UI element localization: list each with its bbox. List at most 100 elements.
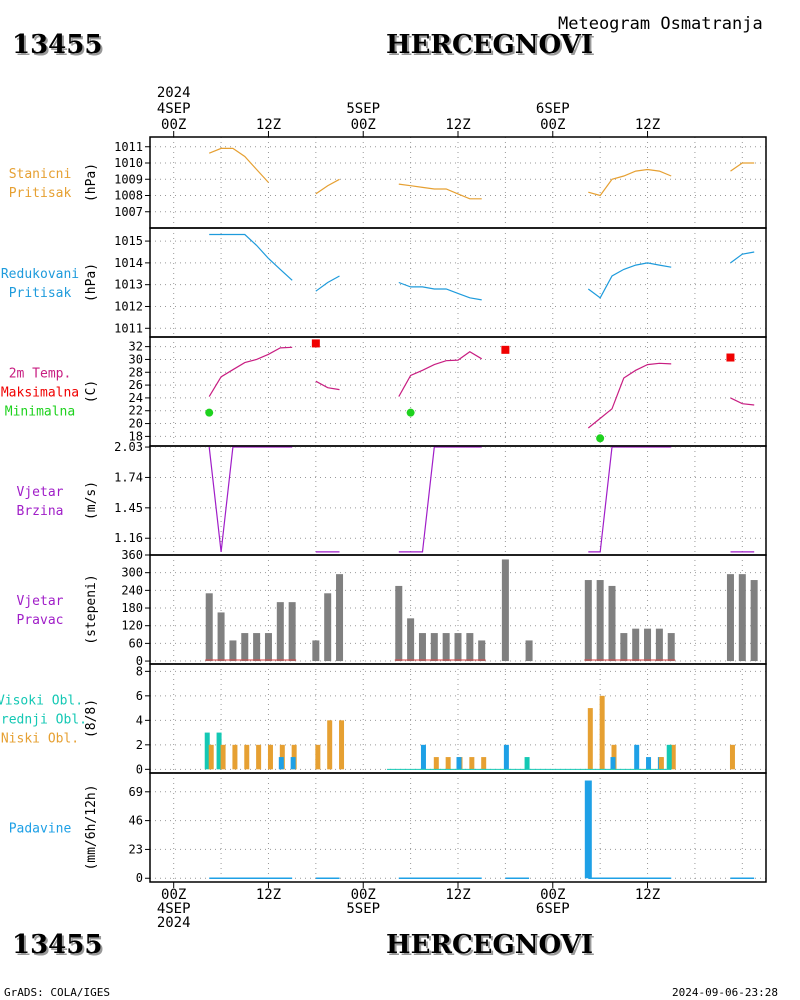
y-tick-label: 1.45 [114, 501, 143, 515]
bar [229, 640, 237, 662]
bar [276, 602, 284, 662]
panel-frame [149, 772, 767, 883]
bar [478, 640, 486, 662]
station-name-bottom: HERCEGNOVI [386, 930, 593, 960]
cloud-bar-mid [278, 757, 284, 770]
series-line [730, 251, 755, 264]
time-hour-label: 12Z [256, 117, 281, 133]
station-id-top: 13455 [12, 30, 103, 60]
y-tick-label: 60 [129, 636, 143, 650]
panel-reduced: 1011 1012 1013 1014 1015 (hPa) Redukovani Priti… [1, 227, 767, 338]
y-tick-label: 24 [129, 391, 143, 405]
panel-frame [149, 445, 767, 556]
bar [253, 633, 261, 662]
y-tick-label: 1015 [114, 234, 143, 248]
panel-clouds: 0 2 4 6 8 (8/8)Visoki Obl. Srednji Obl. Niski O… [0, 663, 767, 776]
y-tick-label: 18 [129, 429, 143, 443]
time-hour-label: 00Z [540, 117, 565, 133]
max-marker [311, 339, 320, 348]
panel-label: Redukovani [1, 267, 79, 282]
cloud-bar-low [232, 744, 238, 770]
unit-label: (stepeni) [84, 574, 99, 644]
cloud-bar-low [208, 744, 214, 770]
max-marker [726, 353, 735, 362]
cloud-bar-mid [420, 744, 426, 770]
y-tick-label: 1011 [114, 321, 143, 335]
panel-label: Vjetar [17, 485, 64, 500]
bar [632, 628, 640, 662]
series-line [208, 147, 269, 183]
y-tick-label: 20 [129, 417, 143, 431]
bar [407, 618, 415, 662]
series-line [587, 362, 672, 429]
panel-label: Pravac [17, 613, 64, 628]
panel-label: Padavine [9, 822, 72, 837]
bar [217, 612, 225, 662]
min-marker [406, 408, 415, 417]
min-marker [596, 434, 605, 443]
bar [264, 633, 272, 662]
y-tick-label: 32 [129, 340, 143, 354]
time-hour-label: 12Z [635, 887, 660, 903]
series-line [209, 233, 293, 281]
panel-label: Maksimalna [1, 386, 79, 401]
bar [288, 602, 296, 662]
series-line [587, 262, 672, 299]
y-tick-label: 1013 [114, 278, 143, 292]
y-tick-label: 1010 [114, 156, 143, 170]
footer-timestamp: 2024-09-06-23:28 [672, 986, 778, 999]
bar [620, 633, 628, 662]
cloud-bar-mid [646, 757, 652, 770]
y-tick-label: 1007 [114, 205, 143, 219]
series-line [398, 350, 483, 397]
bar [466, 633, 474, 662]
y-tick-label: 300 [121, 566, 143, 580]
bar [501, 559, 509, 662]
bar [241, 633, 249, 662]
y-tick-label: 240 [121, 583, 143, 597]
panel-precip: 0 23 46 69 (mm/6h/12h) Padavine [9, 772, 767, 885]
station-id-bottom: 13455 [12, 930, 103, 960]
cloud-bar-high [524, 757, 530, 770]
y-tick-label: 26 [129, 378, 143, 392]
max-marker [501, 345, 510, 354]
time-day-label: 5SEP [346, 101, 380, 117]
bar [655, 628, 663, 662]
cloud-bar-high [204, 732, 210, 770]
cloud-bar-low [315, 744, 321, 770]
time-day-label: 4SEP [157, 101, 191, 117]
unit-label: (m/s) [84, 481, 99, 520]
time-hour-label: 00Z [540, 887, 565, 903]
time-hour-label: 12Z [256, 887, 281, 903]
y-tick-label: 120 [121, 619, 143, 633]
series-line [588, 168, 672, 197]
time-hour-label: 12Z [445, 117, 470, 133]
panel-wind_dir: 0 60 120 180 240 300 360 (stepeni) Vjetar Pravac [17, 548, 767, 668]
bar [430, 633, 438, 662]
series-line [588, 446, 672, 553]
series-line [315, 178, 340, 195]
time-hour-label: 00Z [161, 117, 186, 133]
y-tick-label: 22 [129, 404, 143, 418]
y-tick-label: 69 [129, 785, 143, 799]
series-line [315, 275, 340, 292]
y-tick-label: 6 [136, 689, 143, 703]
bar [644, 628, 652, 662]
cloud-bar-low [433, 757, 439, 770]
cloud-bar-low [587, 708, 593, 770]
y-tick-label: 1008 [114, 189, 143, 203]
bar [324, 593, 332, 662]
cloud-bar-low [267, 744, 273, 770]
y-tick-label: 360 [121, 548, 143, 562]
station-name-top: HERCEGNOVI [386, 30, 593, 60]
cloud-bar-low [670, 744, 676, 770]
cloud-bar-low [599, 695, 605, 770]
y-tick-label: 30 [129, 352, 143, 366]
cloud-bar-low [244, 744, 250, 770]
cloud-bar-low [339, 720, 345, 770]
panel-label: Pritisak [9, 186, 72, 201]
bar [738, 574, 746, 662]
time-hour-label: 00Z [161, 887, 186, 903]
series-line [730, 162, 755, 172]
